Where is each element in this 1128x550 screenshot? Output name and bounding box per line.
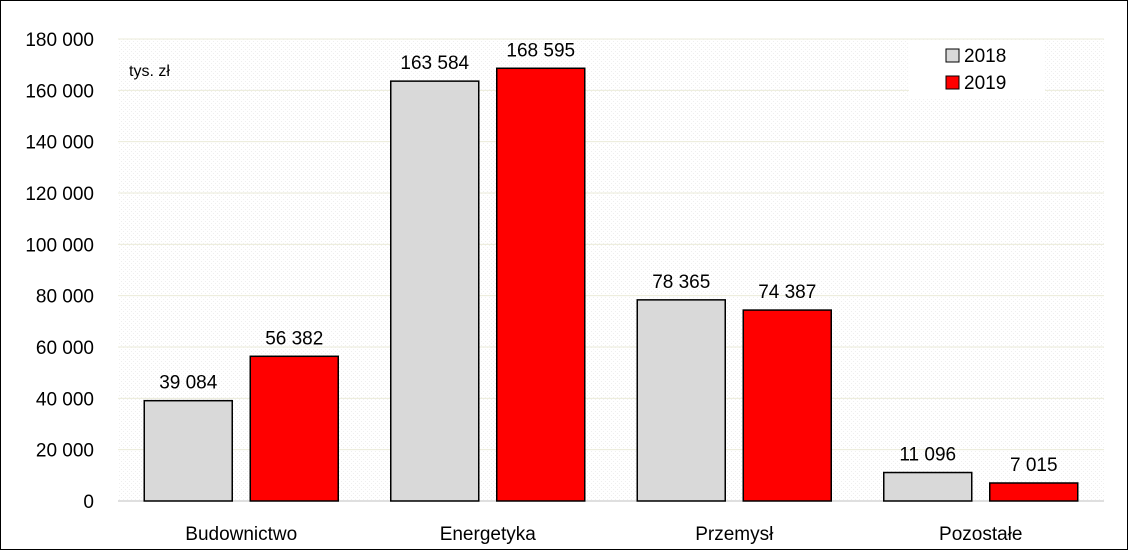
category-label: Energetyka — [440, 524, 537, 545]
bar-2019-3 — [989, 482, 1079, 502]
category-label: Przemysł — [695, 524, 774, 545]
y-tick-label: 0 — [83, 492, 94, 513]
y-tick-label: 100 000 — [25, 235, 94, 256]
bar-2018-1 — [390, 80, 480, 502]
legend: 2018 2019 — [909, 41, 1045, 99]
bar-2018-2 — [636, 299, 726, 502]
bar-2018-0 — [143, 399, 233, 502]
legend-swatch — [945, 75, 960, 90]
data-label: 39 084 — [159, 373, 218, 394]
bar-2019-0 — [249, 355, 339, 502]
data-label: 74 387 — [758, 282, 816, 303]
y-tick-label: 120 000 — [25, 184, 94, 205]
bar-2019-1 — [496, 67, 586, 502]
y-tick-label: 40 000 — [36, 389, 94, 410]
y-tick-label: 160 000 — [25, 81, 94, 102]
y-tick-label: 180 000 — [25, 30, 94, 51]
y-tick-label: 60 000 — [36, 338, 94, 359]
legend-swatch — [945, 48, 960, 63]
y-tick-label: 80 000 — [36, 287, 94, 308]
y-tick-label: 140 000 — [25, 133, 94, 154]
category-label: Pozostałe — [939, 524, 1022, 545]
legend-label: 2019 — [964, 73, 1006, 94]
data-label: 163 584 — [400, 53, 469, 74]
category-label: Budownictwo — [185, 524, 297, 545]
y-axis: 0 20 000 40 000 60 000 80 000 100 000 120 000 1… — [25, 30, 1104, 513]
unit-label: tys. zł — [129, 63, 170, 80]
data-label: 11 096 — [899, 445, 956, 466]
x-axis: Budownictwo Energetyka Przemysł Pozostałe — [185, 524, 1022, 545]
y-tick-label: 20 000 — [36, 441, 94, 462]
data-label: 78 365 — [652, 272, 710, 293]
data-label: 7 015 — [1010, 455, 1058, 476]
data-label: 168 595 — [506, 40, 575, 61]
data-label: 56 382 — [265, 328, 323, 349]
legend-label: 2018 — [964, 46, 1006, 67]
bar-2018-3 — [883, 471, 973, 502]
legend-box — [909, 41, 1045, 99]
bars — [143, 67, 1079, 502]
data-labels: 39 084 56 382 163 584 168 595 78 365 74 387 11… — [159, 40, 1057, 476]
bar-2019-2 — [742, 309, 832, 502]
